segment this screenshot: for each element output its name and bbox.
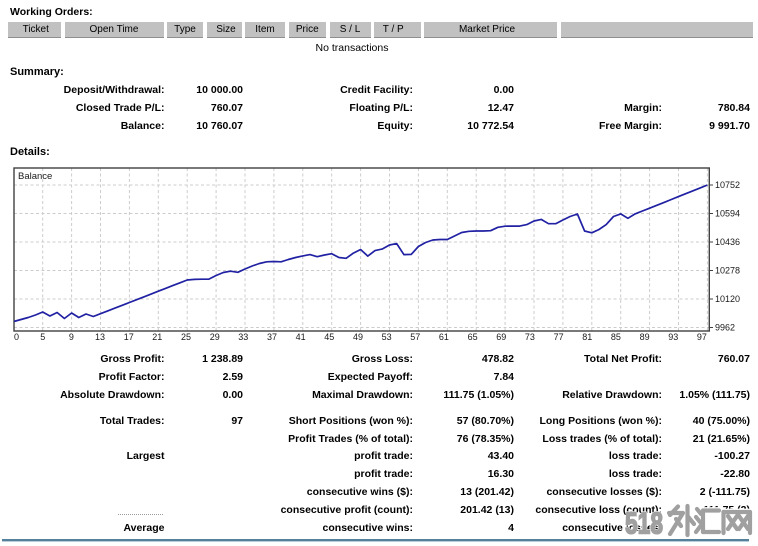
svg-text:5: 5 bbox=[40, 332, 45, 342]
svg-text:9: 9 bbox=[69, 332, 74, 342]
svg-text:10120: 10120 bbox=[715, 294, 740, 304]
svg-text:21: 21 bbox=[152, 332, 162, 342]
svg-text:77: 77 bbox=[554, 332, 564, 342]
svg-text:49: 49 bbox=[353, 332, 363, 342]
svg-text:9962: 9962 bbox=[715, 323, 735, 333]
svg-text:85: 85 bbox=[611, 332, 621, 342]
svg-text:Balance: Balance bbox=[18, 171, 52, 182]
svg-text:53: 53 bbox=[382, 332, 392, 342]
svg-text:97: 97 bbox=[697, 332, 707, 342]
svg-text:89: 89 bbox=[640, 332, 650, 342]
svg-text:65: 65 bbox=[468, 332, 478, 342]
svg-text:45: 45 bbox=[324, 332, 334, 342]
svg-text:25: 25 bbox=[181, 332, 191, 342]
svg-text:73: 73 bbox=[525, 332, 535, 342]
svg-text:61: 61 bbox=[439, 332, 449, 342]
svg-text:41: 41 bbox=[296, 332, 306, 342]
svg-text:33: 33 bbox=[238, 332, 248, 342]
svg-text:13: 13 bbox=[95, 332, 105, 342]
svg-text:93: 93 bbox=[668, 332, 678, 342]
svg-text:37: 37 bbox=[267, 332, 277, 342]
svg-text:17: 17 bbox=[124, 332, 134, 342]
svg-text:10594: 10594 bbox=[715, 209, 740, 219]
svg-text:69: 69 bbox=[496, 332, 506, 342]
svg-text:518: 518 bbox=[625, 506, 663, 541]
svg-text:10752: 10752 bbox=[715, 180, 740, 190]
svg-text:518: 518 bbox=[625, 506, 663, 541]
svg-text:81: 81 bbox=[582, 332, 592, 342]
svg-text:0: 0 bbox=[14, 332, 19, 342]
svg-text:10278: 10278 bbox=[715, 266, 740, 276]
svg-text:57: 57 bbox=[410, 332, 420, 342]
svg-text:10436: 10436 bbox=[715, 237, 740, 247]
svg-text:29: 29 bbox=[210, 332, 220, 342]
